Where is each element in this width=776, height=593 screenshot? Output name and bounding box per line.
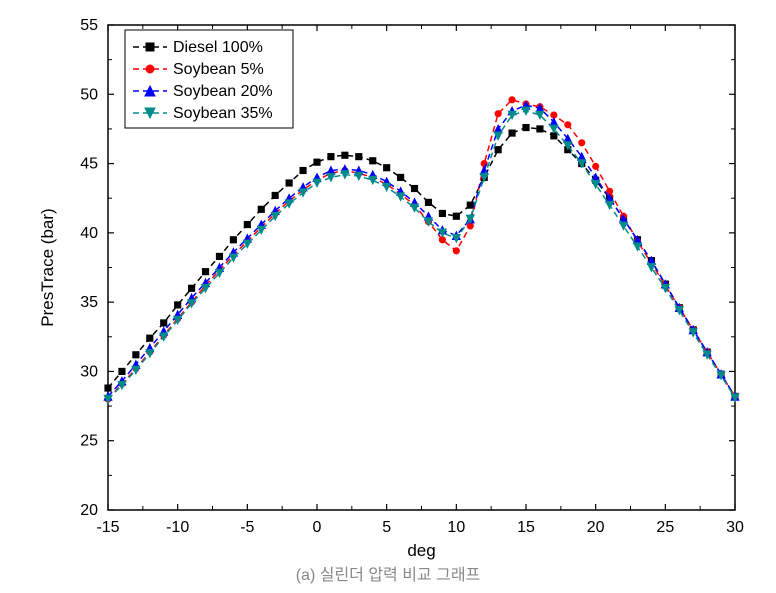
chart-container: -15 -10 -5 0 5 10 15 20 25 30 20 25 30 35 40 45 50 55 deg P…	[0, 0, 776, 593]
svg-text:20: 20	[80, 502, 98, 519]
svg-text:50: 50	[80, 86, 98, 103]
legend-label: Soybean 35%	[173, 105, 273, 122]
svg-text:30: 30	[726, 519, 744, 536]
svg-text:5: 5	[382, 519, 391, 536]
y-axis-label: PresTrace (bar)	[38, 208, 57, 326]
series-diesel-100%	[105, 124, 738, 399]
svg-text:-10: -10	[166, 519, 189, 536]
legend-label: Diesel 100%	[173, 39, 263, 56]
svg-text:25: 25	[80, 433, 98, 450]
svg-text:30: 30	[80, 363, 98, 380]
svg-text:25: 25	[656, 519, 674, 536]
series-soybean-20%	[104, 102, 739, 401]
svg-text:35: 35	[80, 294, 98, 311]
svg-text:-15: -15	[96, 519, 119, 536]
series-soybean-5%	[105, 97, 738, 402]
svg-text:20: 20	[587, 519, 605, 536]
legend-label: Soybean 5%	[173, 61, 264, 78]
svg-text:55: 55	[80, 17, 98, 34]
line-chart: -15 -10 -5 0 5 10 15 20 25 30 20 25 30 35 40 45 50 55 deg P…	[0, 0, 776, 593]
svg-text:45: 45	[80, 156, 98, 173]
series-soybean-35%	[104, 107, 739, 403]
svg-text:40: 40	[80, 225, 98, 242]
svg-text:0: 0	[313, 519, 322, 536]
svg-text:15: 15	[517, 519, 535, 536]
legend: Diesel 100% Soybean 5% Soybean 20% Soybean …	[125, 30, 293, 128]
x-axis-label: deg	[407, 541, 435, 560]
legend-label: Soybean 20%	[173, 83, 273, 100]
figure-caption: (a) 실린더 압력 비교 그래프	[0, 561, 776, 585]
svg-text:-5: -5	[240, 519, 254, 536]
svg-text:10: 10	[447, 519, 465, 536]
